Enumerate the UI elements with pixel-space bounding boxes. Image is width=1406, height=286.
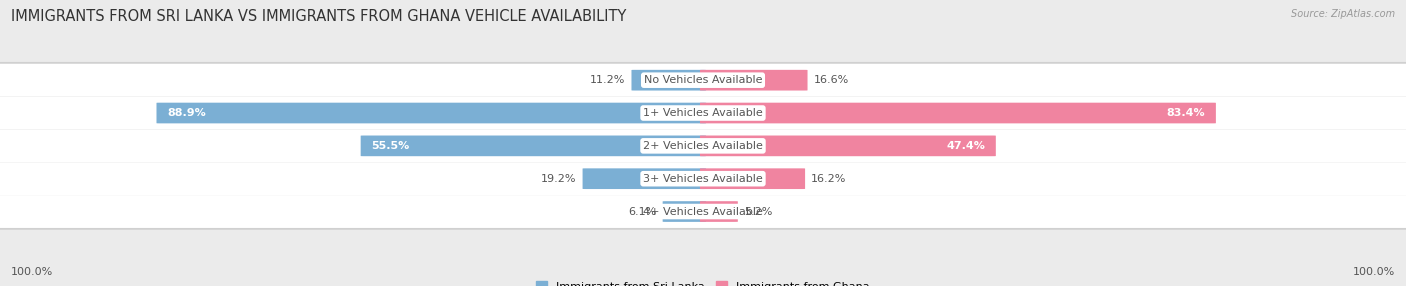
Text: 16.6%: 16.6%	[814, 75, 849, 85]
FancyBboxPatch shape	[0, 64, 1406, 97]
Text: 1+ Vehicles Available: 1+ Vehicles Available	[643, 108, 763, 118]
FancyBboxPatch shape	[662, 201, 706, 222]
FancyBboxPatch shape	[0, 128, 1406, 164]
Text: 88.9%: 88.9%	[167, 108, 205, 118]
Text: 19.2%: 19.2%	[541, 174, 576, 184]
Text: 6.1%: 6.1%	[628, 206, 657, 217]
Text: 100.0%: 100.0%	[11, 267, 53, 277]
FancyBboxPatch shape	[0, 162, 1406, 195]
Text: 5.2%: 5.2%	[744, 206, 772, 217]
FancyBboxPatch shape	[700, 136, 995, 156]
Text: 11.2%: 11.2%	[591, 75, 626, 85]
Text: 55.5%: 55.5%	[371, 141, 409, 151]
FancyBboxPatch shape	[700, 103, 1216, 123]
FancyBboxPatch shape	[0, 160, 1406, 197]
Text: 3+ Vehicles Available: 3+ Vehicles Available	[643, 174, 763, 184]
FancyBboxPatch shape	[0, 130, 1406, 162]
FancyBboxPatch shape	[0, 95, 1406, 131]
FancyBboxPatch shape	[0, 62, 1406, 98]
Legend: Immigrants from Sri Lanka, Immigrants from Ghana: Immigrants from Sri Lanka, Immigrants fr…	[531, 277, 875, 286]
FancyBboxPatch shape	[700, 70, 807, 91]
Text: 16.2%: 16.2%	[811, 174, 846, 184]
Text: 100.0%: 100.0%	[1353, 267, 1395, 277]
FancyBboxPatch shape	[361, 136, 706, 156]
FancyBboxPatch shape	[0, 193, 1406, 230]
Text: 83.4%: 83.4%	[1167, 108, 1205, 118]
FancyBboxPatch shape	[631, 70, 706, 91]
FancyBboxPatch shape	[156, 103, 706, 123]
FancyBboxPatch shape	[582, 168, 706, 189]
FancyBboxPatch shape	[700, 201, 738, 222]
Text: Source: ZipAtlas.com: Source: ZipAtlas.com	[1291, 9, 1395, 19]
FancyBboxPatch shape	[0, 195, 1406, 228]
Text: 47.4%: 47.4%	[946, 141, 986, 151]
Text: No Vehicles Available: No Vehicles Available	[644, 75, 762, 85]
Text: IMMIGRANTS FROM SRI LANKA VS IMMIGRANTS FROM GHANA VEHICLE AVAILABILITY: IMMIGRANTS FROM SRI LANKA VS IMMIGRANTS …	[11, 9, 627, 23]
FancyBboxPatch shape	[700, 168, 806, 189]
Text: 2+ Vehicles Available: 2+ Vehicles Available	[643, 141, 763, 151]
Text: 4+ Vehicles Available: 4+ Vehicles Available	[643, 206, 763, 217]
FancyBboxPatch shape	[0, 97, 1406, 130]
